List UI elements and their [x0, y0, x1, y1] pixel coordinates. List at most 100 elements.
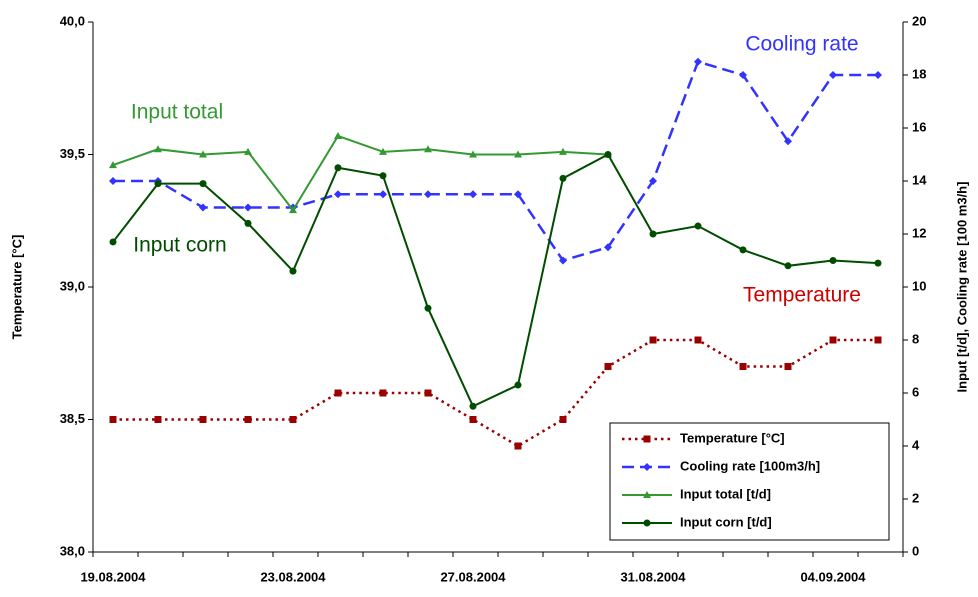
annotation: Input total	[131, 101, 223, 124]
y2-tick-label: 18	[912, 66, 926, 81]
y2-tick-label: 0	[912, 543, 919, 558]
marker	[469, 190, 477, 199]
y-tick-label: 39,5	[60, 146, 85, 161]
marker	[514, 150, 522, 158]
x-tick-label: 23.08.2004	[260, 569, 326, 584]
y-tick-label: 38,0	[60, 543, 85, 558]
marker	[829, 257, 837, 264]
x-tick-label: 31.08.2004	[620, 569, 686, 584]
marker	[829, 71, 837, 79]
marker	[559, 147, 567, 155]
marker	[874, 71, 882, 79]
y2-tick-label: 4	[912, 437, 920, 452]
y2-tick-label: 20	[912, 13, 926, 28]
marker	[784, 363, 792, 370]
marker	[559, 256, 567, 265]
legend-label: Input corn [t/d]	[680, 514, 772, 529]
marker	[379, 190, 387, 199]
marker	[289, 416, 297, 423]
marker	[649, 230, 657, 238]
legend-marker	[643, 491, 651, 498]
marker	[874, 259, 882, 267]
marker	[424, 145, 432, 153]
series-line	[112, 134, 609, 212]
marker	[334, 131, 342, 139]
marker	[334, 164, 342, 172]
marker	[199, 180, 207, 188]
marker	[559, 174, 567, 182]
marker	[604, 243, 612, 252]
marker	[109, 416, 117, 423]
marker	[289, 267, 297, 275]
marker	[784, 262, 792, 270]
marker	[514, 442, 522, 450]
marker	[289, 206, 297, 214]
y2-tick-label: 12	[912, 225, 926, 240]
marker	[109, 177, 117, 185]
y2-tick-label: 8	[912, 331, 919, 346]
marker	[424, 304, 432, 312]
marker	[694, 222, 702, 230]
marker	[829, 336, 837, 344]
marker	[334, 389, 342, 397]
marker	[649, 336, 657, 344]
y2-tick-label: 2	[912, 490, 919, 505]
marker	[244, 203, 252, 212]
marker	[244, 147, 252, 155]
marker	[604, 151, 612, 158]
marker	[334, 190, 342, 199]
marker	[379, 389, 387, 397]
legend-box	[609, 422, 890, 541]
annotation: Input corn	[133, 234, 226, 257]
y-axis-title: Temperature [°C]	[9, 235, 24, 340]
marker	[739, 246, 747, 254]
legend: Temperature [°C] Cooling rate [100m3/h] In…	[609, 422, 890, 541]
y-tick-label: 39,0	[60, 278, 85, 293]
marker	[694, 57, 702, 66]
x-tick-label: 27.08.2004	[440, 569, 506, 584]
legend-marker	[643, 463, 651, 471]
marker	[109, 238, 117, 246]
marker	[514, 381, 522, 389]
marker	[739, 71, 747, 79]
marker	[424, 389, 432, 397]
marker	[559, 416, 567, 423]
marker	[244, 219, 252, 227]
x-tick-label: 19.08.2004	[80, 569, 146, 584]
marker	[199, 150, 207, 158]
y2-tick-label: 14	[912, 172, 927, 187]
y2-axis-title: Input [t/d], Cooling rate [100 m3/h]	[954, 182, 969, 393]
marker	[154, 180, 162, 188]
marker	[379, 147, 387, 155]
marker	[154, 416, 162, 423]
legend-label: Temperature [°C]	[680, 430, 785, 445]
marker	[424, 190, 432, 199]
series-line	[112, 153, 879, 408]
marker	[604, 363, 612, 370]
marker	[739, 363, 747, 370]
y-tick-label: 40,0	[60, 13, 85, 28]
marker	[514, 190, 522, 199]
marker	[109, 161, 117, 169]
marker	[469, 402, 477, 410]
annotation: Temperature	[743, 284, 861, 307]
marker	[244, 416, 252, 423]
annotation: Cooling rate	[745, 33, 858, 56]
marker	[874, 336, 882, 344]
marker	[784, 137, 792, 146]
marker	[469, 150, 477, 158]
legend-label: Input total [t/d]	[680, 486, 771, 501]
marker	[649, 177, 657, 185]
legend-marker	[643, 519, 651, 527]
marker	[379, 172, 387, 180]
marker	[199, 416, 207, 423]
legend-marker	[643, 435, 651, 443]
marker	[199, 203, 207, 212]
marker	[469, 416, 477, 423]
y2-tick-label: 6	[912, 384, 919, 399]
marker	[154, 145, 162, 153]
y-tick-label: 38,5	[60, 411, 85, 426]
y2-tick-label: 10	[912, 278, 926, 293]
y2-tick-label: 16	[912, 119, 926, 134]
